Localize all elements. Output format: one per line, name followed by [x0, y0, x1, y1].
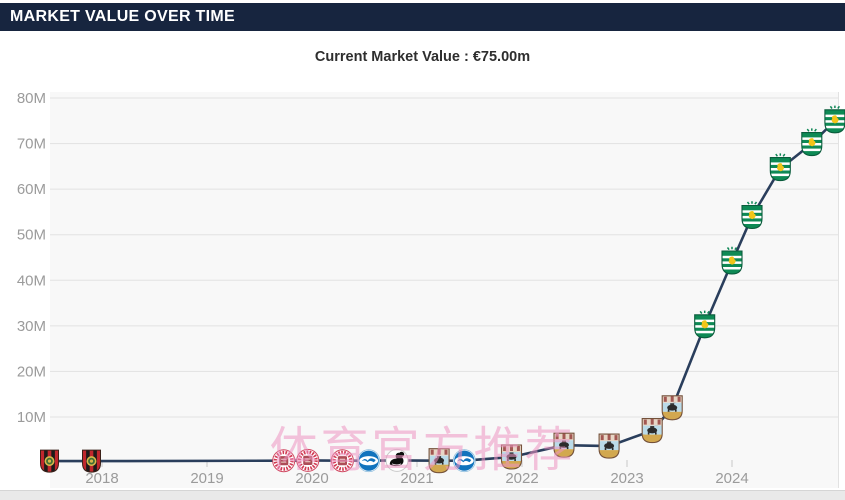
data-point-bromma[interactable]: IF Brommapojkarna [41, 450, 59, 474]
data-point-sporting[interactable]: Sporting CP [695, 311, 715, 339]
y-axis-label: 60M [17, 181, 46, 198]
panel-title: MARKET VALUE OVER TIME [10, 8, 235, 25]
data-point-coventry[interactable]: Coventry City [554, 433, 574, 459]
x-axis-label: 2020 [295, 470, 328, 487]
y-axis-label: 40M [17, 272, 46, 289]
data-point-stpauli[interactable]: FC St. Pauli [295, 447, 321, 474]
data-point-swansea[interactable]: Swansea City [385, 448, 409, 472]
data-point-sporting[interactable]: Sporting CP [742, 201, 762, 229]
y-axis-label: 70M [17, 136, 46, 153]
bottom-scrollbar[interactable] [0, 490, 845, 500]
data-point-coventry[interactable]: Coventry City [502, 445, 522, 471]
data-point-coventry[interactable]: Coventry City [642, 419, 662, 445]
x-axis-label: 2022 [505, 470, 538, 487]
data-point-coventry[interactable]: Coventry City [662, 396, 682, 422]
data-point-stpauli[interactable]: FC St. Pauli [329, 448, 356, 474]
panel-header: MARKET VALUE OVER TIME [0, 3, 845, 31]
data-point-sporting[interactable]: Sporting CP [825, 106, 845, 134]
x-axis-label: 2024 [715, 470, 748, 487]
data-point-sporting[interactable]: Sporting CP [770, 153, 790, 181]
x-axis-label: 2018 [85, 470, 118, 487]
y-axis-label: 30M [17, 318, 46, 335]
y-axis-label: 20M [17, 363, 46, 380]
data-point-coventry[interactable]: Coventry City [599, 434, 619, 460]
x-axis-label: 2021 [400, 470, 433, 487]
y-axis-label: 80M [17, 90, 46, 107]
data-point-brighton[interactable]: Brighton & Hove Albion [357, 449, 381, 473]
data-point-bromma[interactable]: IF Brommapojkarna [83, 450, 101, 474]
data-point-sporting[interactable]: Sporting CP [802, 128, 822, 156]
data-point-brighton[interactable]: Brighton & Hove Albion [452, 449, 476, 473]
data-point-stpauli[interactable]: FC St. Pauli [271, 448, 297, 474]
y-axis-label: 10M [17, 409, 46, 426]
data-point-sporting[interactable]: Sporting CP [722, 247, 742, 275]
current-market-value-label: Current Market Value : €75.00m [314, 49, 531, 65]
x-axis-label: 2019 [190, 470, 223, 487]
plot-area [50, 92, 838, 488]
x-axis-label: 2023 [610, 470, 643, 487]
y-axis-label: 50M [17, 227, 46, 244]
data-point-coventry[interactable]: Coventry City [429, 449, 449, 475]
